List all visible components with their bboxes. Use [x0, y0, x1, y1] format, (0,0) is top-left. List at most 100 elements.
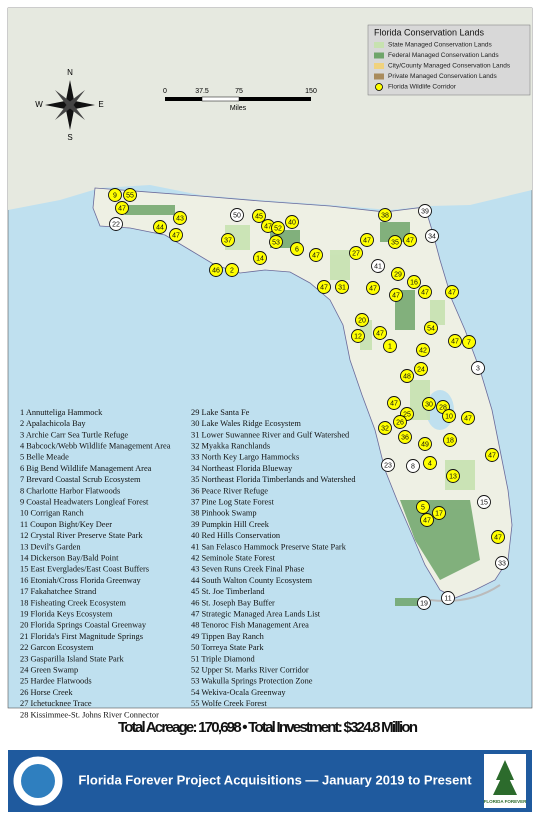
dep-seal-inner — [21, 764, 55, 798]
scale-label: 150 — [305, 88, 317, 95]
legend-swatch — [375, 83, 383, 91]
marker — [443, 433, 457, 447]
marker-label: 47 — [118, 205, 126, 212]
marker-label: 15 — [480, 499, 488, 506]
marker-label: 26 — [396, 419, 404, 426]
project-item: 28 Kissimmee-St. Johns River Connector — [20, 710, 159, 719]
marker-label: 43 — [176, 215, 184, 222]
marker — [381, 458, 395, 472]
project-item: 40 Red Hills Conservation — [191, 531, 281, 540]
legend-label: Federal Managed Conservation Lands — [388, 52, 499, 59]
marker — [432, 506, 446, 520]
marker-label: 1 — [388, 343, 392, 350]
marker-label: 18 — [446, 437, 454, 444]
marker — [230, 208, 244, 222]
project-item: 11 Coupon Bight/Key Deer — [20, 520, 112, 529]
compass-n: N — [67, 68, 73, 77]
marker — [108, 188, 122, 202]
marker — [252, 209, 266, 223]
legend-box — [367, 24, 531, 96]
project-item: 26 Horse Creek — [20, 688, 73, 697]
footer-band — [8, 750, 532, 812]
project-item: 13 Devil's Garden — [20, 542, 81, 551]
marker-label: 22 — [112, 221, 120, 228]
project-item: 30 Lake Wales Ridge Ecosystem — [191, 419, 301, 428]
project-item: 33 North Key Largo Hammocks — [191, 453, 299, 462]
project-item: 45 St. Joe Timberland — [191, 587, 265, 596]
marker — [391, 267, 405, 281]
project-item: 7 Brevard Coastal Scrub Ecosystem — [20, 475, 141, 484]
project-item: 14 Dickerson Bay/Bald Point — [20, 554, 119, 563]
marker-label: 13 — [449, 473, 457, 480]
marker-label: 47 — [172, 232, 180, 239]
scale-label: 0 — [163, 88, 167, 95]
project-item: 47 Strategic Managed Area Lands List — [191, 610, 321, 619]
marker-label: 23 — [384, 462, 392, 469]
marker-label: 49 — [421, 441, 429, 448]
marker-label: 33 — [498, 560, 506, 567]
marker-label: 31 — [338, 284, 346, 291]
marker-label: 12 — [354, 333, 362, 340]
marker — [416, 500, 430, 514]
project-item: 16 Etoniah/Cross Florida Greenway — [20, 576, 142, 585]
marker — [290, 242, 304, 256]
totals: Total Acreage: 170,698 • Total Investmen… — [118, 719, 418, 736]
marker-label: 55 — [126, 192, 134, 199]
marker — [424, 321, 438, 335]
project-item: 15 East Everglades/East Coast Buffers — [20, 565, 149, 574]
marker-label: 16 — [410, 279, 418, 286]
marker — [153, 220, 167, 234]
marker-label: 37 — [224, 237, 232, 244]
marker — [387, 396, 401, 410]
legend-label: State Managed Conservation Lands — [388, 42, 492, 49]
marker-label: 47 — [376, 330, 384, 337]
marker — [477, 495, 491, 509]
marker-label: 47 — [423, 517, 431, 524]
marker — [400, 369, 414, 383]
project-item: 2 Apalachicola Bay — [20, 419, 86, 428]
marker — [462, 335, 476, 349]
marker-label: 40 — [288, 219, 296, 226]
marker-label: 32 — [381, 425, 389, 432]
compass — [45, 80, 95, 130]
project-item: 50 Torreya State Park — [191, 643, 264, 652]
project-item: 37 Pine Log State Forest — [191, 498, 274, 507]
project-item: 20 Florida Springs Coastal Greenway — [20, 621, 147, 630]
marker — [491, 530, 505, 544]
ff-tree — [493, 760, 517, 795]
project-item: 12 Crystal River Preserve State Park — [20, 531, 143, 540]
marker-label: 20 — [358, 317, 366, 324]
legend-title: Florida Conservation Lands — [374, 27, 485, 37]
marker — [317, 280, 331, 294]
marker — [414, 362, 428, 376]
marker-label: 28 — [439, 404, 447, 411]
marker-label: 7 — [467, 339, 471, 346]
marker — [169, 228, 183, 242]
marker — [173, 211, 187, 225]
project-item: 41 San Felasco Hammock Preserve State Pa… — [191, 542, 347, 551]
marker — [425, 229, 439, 243]
marker-label: 48 — [403, 373, 411, 380]
project-item: 51 Triple Diamond — [191, 654, 256, 663]
marker-label: 2 — [230, 267, 234, 274]
marker — [442, 409, 456, 423]
marker-label: 52 — [274, 225, 282, 232]
project-item: 10 Corrigan Ranch — [20, 509, 85, 518]
marker — [349, 246, 363, 260]
marker-label: 19 — [420, 600, 428, 607]
legend-label: Florida Wildlife Corridor — [388, 84, 457, 91]
marker — [420, 513, 434, 527]
project-item: 19 Florida Keys Ecosystem — [20, 610, 113, 619]
marker — [448, 334, 462, 348]
project-item: 5 Belle Meade — [20, 453, 69, 462]
compass-w: W — [35, 100, 43, 109]
marker — [271, 221, 285, 235]
project-item: 31 Lower Suwannee River and Gulf Watersh… — [191, 430, 350, 439]
marker-label: 47 — [488, 452, 496, 459]
legend-swatch — [374, 73, 384, 80]
marker — [416, 343, 430, 357]
scale-label: 75 — [235, 88, 243, 95]
state-lands — [225, 225, 475, 490]
marker — [221, 233, 235, 247]
marker — [445, 285, 459, 299]
